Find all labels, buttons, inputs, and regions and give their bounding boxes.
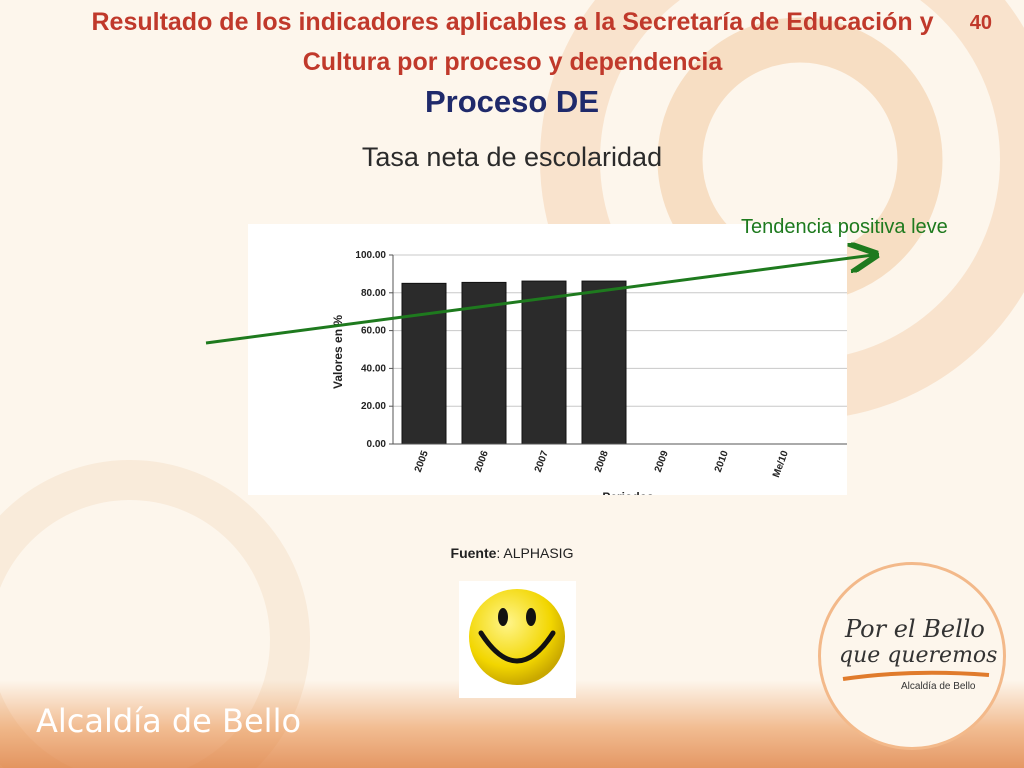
logo-line1: Por el Bello — [845, 615, 985, 643]
slide-number: 40 — [969, 12, 992, 34]
logo-line3: Alcaldía de Bello — [901, 681, 976, 692]
trend-label: Tendencia positiva leve — [741, 216, 948, 238]
source-value: : ALPHASIG — [496, 545, 574, 561]
y-tick-label: 40.00 — [361, 363, 386, 374]
por-el-bello-logo: Por el Bello que queremos Alcaldía de Be… — [818, 562, 1006, 750]
bar-layer — [401, 280, 627, 445]
logo-line2: que queremos — [839, 643, 998, 668]
x-tick-label: 2007 — [533, 449, 551, 474]
y-axis-label: Valores en % — [331, 315, 345, 389]
source-label: Fuente — [450, 545, 497, 561]
y-tick-label: 80.00 — [361, 288, 386, 299]
x-tick-label: 2006 — [473, 449, 491, 474]
y-tick-label: 0.00 — [367, 439, 387, 450]
process-title: Proceso DE — [424, 84, 599, 119]
logo-swoosh — [842, 670, 990, 681]
x-axis-label: Periodos — [602, 490, 654, 495]
x-tick-label: 2008 — [593, 449, 611, 474]
bar — [521, 280, 567, 445]
bar-chart-svg: 0.00 20.00 40.00 60.00 80.00 100.00 2005 2006 20… — [331, 250, 847, 495]
y-tick-label: 100.00 — [355, 250, 386, 261]
footer-brand: Alcaldía de Bello — [36, 702, 302, 740]
bar — [461, 281, 507, 445]
y-tick-label: 20.00 — [361, 401, 386, 412]
smiley-image — [459, 581, 576, 698]
x-tick-label: Me/10 — [771, 449, 791, 479]
slide-title: Resultado de los indicadores aplicables … — [91, 8, 934, 76]
bar-chart: 0.00 20.00 40.00 60.00 80.00 100.00 2005 2006 20… — [248, 224, 847, 495]
x-tick-label: 2009 — [653, 449, 671, 474]
smiley-face-icon — [469, 589, 565, 685]
bar — [401, 282, 447, 445]
source-note: Fuente: ALPHASIG — [0, 545, 1024, 561]
y-tick-label: 60.00 — [361, 326, 386, 337]
chart-subtitle: Tasa neta de escolaridad — [361, 142, 663, 172]
x-tick-label: 2005 — [413, 449, 431, 474]
x-tick-label: 2010 — [713, 449, 731, 474]
bar — [581, 280, 627, 445]
